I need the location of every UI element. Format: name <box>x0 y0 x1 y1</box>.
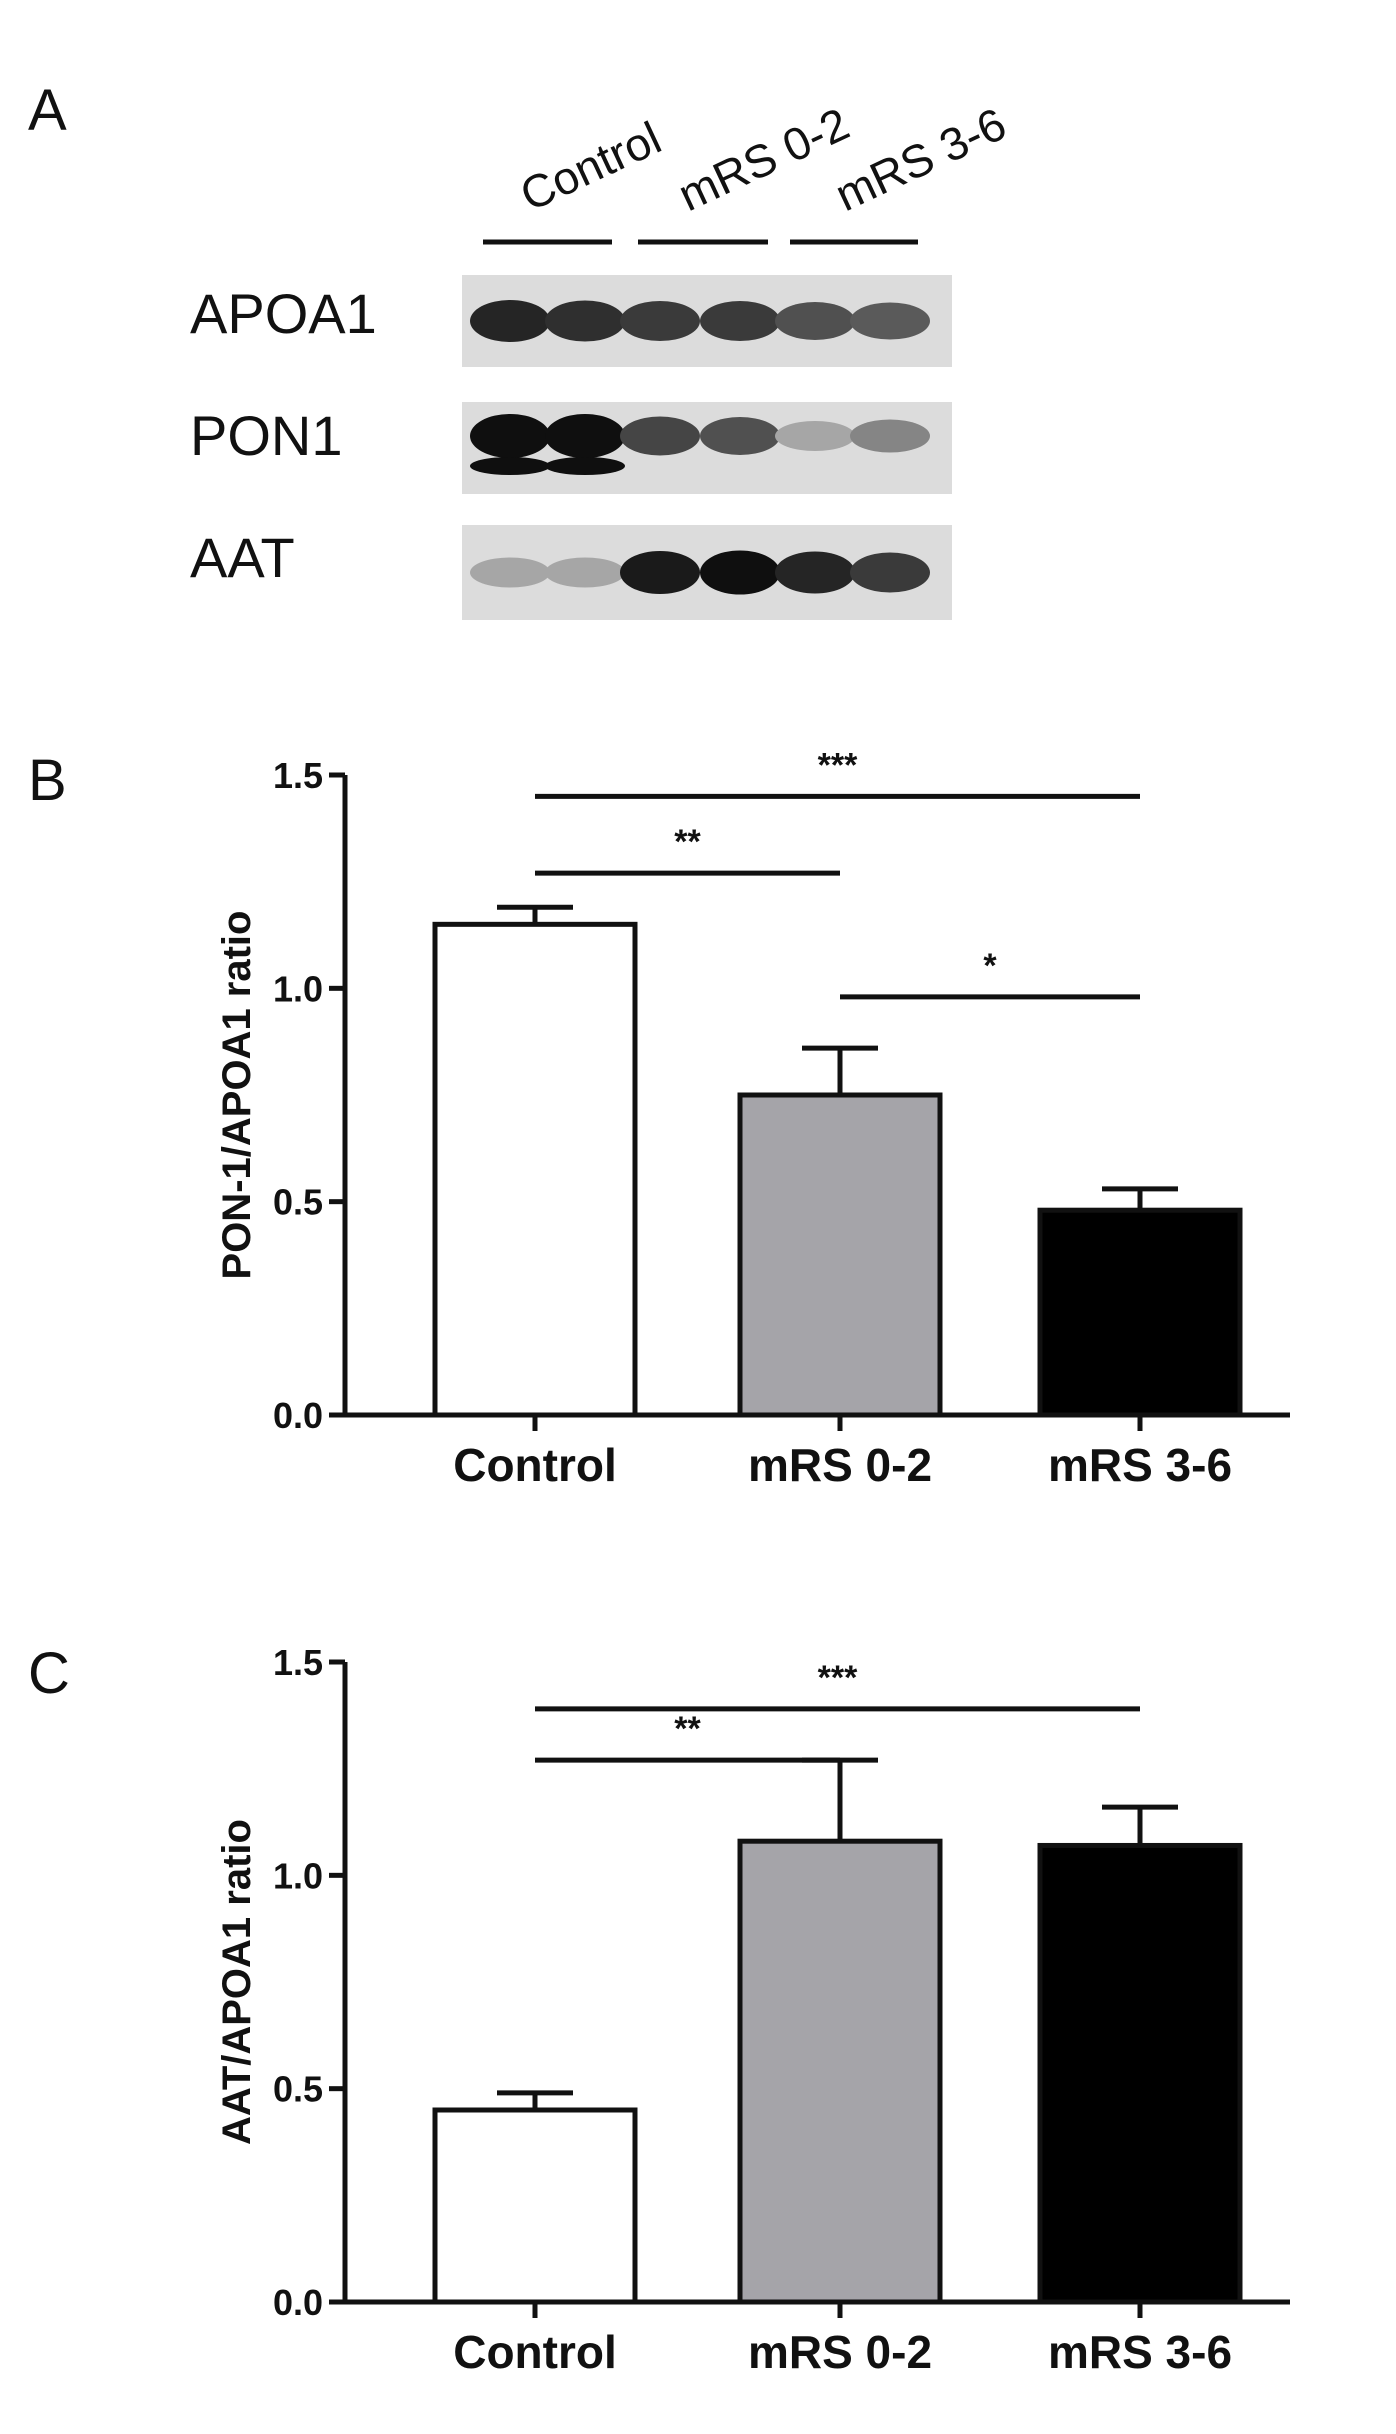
y-tick-label: 0.0 <box>273 2282 323 2323</box>
x-category-label: mRS 0-2 <box>748 2326 932 2378</box>
x-category-label: Control <box>453 2326 617 2378</box>
blot-band <box>620 416 700 456</box>
y-axis-title: PON-1/APOA1 ratio <box>215 911 259 1280</box>
blot-band <box>545 300 625 342</box>
x-category-label: mRS 3-6 <box>1048 2326 1232 2378</box>
blot-band <box>470 557 550 588</box>
blot-band <box>545 414 625 458</box>
chart-aat-apoa1: AAT/APOA1 ratio 0.0 0.5 1.0 1.5 Control mRS 0-… <box>215 1642 1290 2378</box>
blot-band <box>850 302 930 340</box>
bar-mrs-3-6 <box>1037 1842 1243 2305</box>
lane-label-mrs-0-2: mRS 0-2 <box>670 97 856 221</box>
bar-mrs-0-2 <box>737 1838 943 2305</box>
blot-band <box>775 551 855 594</box>
blot-band <box>470 300 550 342</box>
blot-band <box>700 417 780 455</box>
blot-band <box>775 302 855 340</box>
blot-label-aat: AAT <box>190 526 295 589</box>
blot-band <box>700 550 780 595</box>
x-category-label: mRS 0-2 <box>748 1439 932 1491</box>
panel-c: C AAT/APOA1 ratio 0.0 0.5 1.0 1.5 Control mRS … <box>28 1641 1290 2378</box>
bar-control <box>432 2107 638 2305</box>
y-tick-label: 0.5 <box>273 2069 323 2110</box>
bar-mrs-0-2 <box>737 1092 943 1418</box>
y-tick-label: 1.0 <box>273 968 323 1009</box>
lane-label-control: Control <box>512 111 668 221</box>
y-tick-label: 1.0 <box>273 1855 323 1896</box>
significance-label: ** <box>674 1710 701 1748</box>
panel-a-letter: A <box>28 78 67 143</box>
blot-band-lower <box>470 457 550 475</box>
significance-label: * <box>983 947 997 985</box>
panel-b: B PON-1/APOA1 ratio 0.0 0.5 1.0 1.5 Control mR… <box>28 746 1290 1491</box>
y-tick-label: 0.5 <box>273 1182 323 1223</box>
y-tick-label: 0.0 <box>273 1395 323 1436</box>
panel-a: A Control mRS 0-2 mRS 3-6 APOA1 PON1 AAT <box>28 78 1014 620</box>
blot-band <box>545 557 625 588</box>
blot-label-pon1: PON1 <box>190 404 343 467</box>
blot-band <box>700 301 780 341</box>
significance-label: *** <box>818 746 858 784</box>
lane-label-mrs-3-6: mRS 3-6 <box>827 97 1013 221</box>
y-tick-label: 1.5 <box>273 755 323 796</box>
x-category-label: mRS 3-6 <box>1048 1439 1232 1491</box>
y-tick-label: 1.5 <box>273 1642 323 1683</box>
blot-band <box>620 551 700 594</box>
blot-band <box>470 414 550 458</box>
blot-band-lower <box>545 457 625 475</box>
bar-mrs-3-6 <box>1037 1207 1243 1418</box>
significance-label: ** <box>674 823 701 861</box>
x-category-label: Control <box>453 1439 617 1491</box>
blot-label-apoa1: APOA1 <box>190 282 377 345</box>
panel-b-letter: B <box>28 748 67 813</box>
blot-band <box>620 301 700 341</box>
significance-label: *** <box>818 1659 858 1697</box>
blot-strips <box>462 275 952 620</box>
panel-c-letter: C <box>28 1641 70 1706</box>
bar-control <box>432 921 638 1418</box>
blot-band <box>850 552 930 593</box>
chart-pon1-apoa1: PON-1/APOA1 ratio 0.0 0.5 1.0 1.5 Control mRS … <box>215 746 1290 1491</box>
blot-band <box>775 421 855 451</box>
y-axis-title: AAT/APOA1 ratio <box>215 1819 259 2145</box>
blot-band <box>850 419 930 453</box>
